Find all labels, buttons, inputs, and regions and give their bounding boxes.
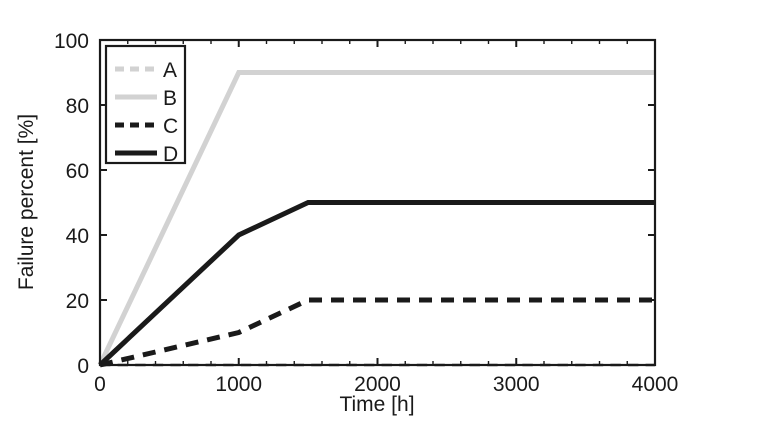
y-tick-label-100: 100 <box>54 30 89 53</box>
x-tick-label-3000: 3000 <box>493 373 540 396</box>
x-axis-title: Time [h] <box>339 393 414 416</box>
legend-label-d: D <box>163 143 178 166</box>
y-axis-title: Failure percent [%] <box>15 114 38 290</box>
y-tick-label-60: 60 <box>66 160 89 183</box>
legend-label-a: A <box>163 59 177 82</box>
legend-label-c: C <box>163 115 178 138</box>
x-tick-label-1000: 1000 <box>215 373 262 396</box>
x-tick-label-2000: 2000 <box>354 373 401 396</box>
x-tick-label-4000: 4000 <box>632 373 679 396</box>
y-tick-label-80: 80 <box>66 95 89 118</box>
series-group <box>97 70 655 368</box>
legend-label-b: B <box>163 87 177 110</box>
x-tick-labels: 0 1000 2000 3000 4000 <box>94 373 678 396</box>
y-tick-labels: 0 20 40 60 80 100 <box>54 30 89 378</box>
tick-marks <box>99 39 656 366</box>
y-tick-label-40: 40 <box>66 225 89 248</box>
series-line-b <box>97 70 655 367</box>
x-tick-label-0: 0 <box>94 373 106 396</box>
y-tick-label-20: 20 <box>66 290 89 313</box>
legend-box <box>104 44 187 165</box>
y-tick-label-0: 0 <box>77 355 89 378</box>
series-line-c <box>99 297 655 368</box>
series-line-d <box>98 200 655 367</box>
